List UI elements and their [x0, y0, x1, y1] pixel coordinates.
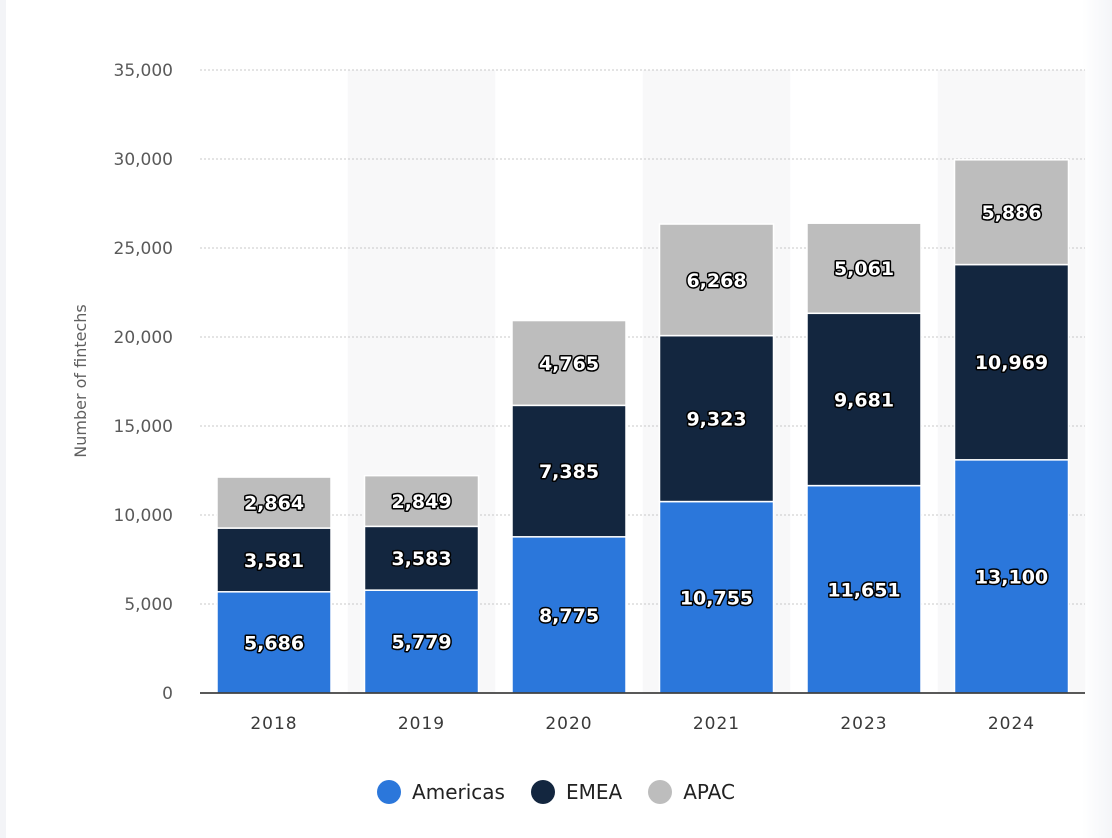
- bar-emea-2023[interactable]: [806, 312, 922, 487]
- data-label-emea-2019: 3,583: [391, 548, 451, 570]
- x-tick-label-2019: 2019: [398, 714, 445, 734]
- bar-apac-2021[interactable]: [658, 223, 775, 337]
- data-label-apac-2023: 5,061: [834, 258, 894, 280]
- legend: Americas EMEA APAC: [0, 780, 1112, 804]
- data-label-emea-2020: 7,385: [539, 461, 599, 483]
- legend-swatch-americas: [377, 780, 402, 804]
- x-tick-label-2023: 2023: [840, 714, 887, 734]
- legend-swatch-apac: [648, 780, 673, 804]
- data-label-apac-2024: 5,886: [981, 202, 1041, 224]
- x-tick-label-2018: 2018: [250, 714, 297, 734]
- y-tick-label-20000: 20,000: [114, 328, 173, 348]
- data-label-emea-2018: 3,581: [244, 550, 304, 572]
- bar-emea-2019[interactable]: [363, 525, 480, 591]
- data-label-americas-2024: 13,100: [975, 566, 1048, 588]
- bar-apac-2018[interactable]: [216, 476, 332, 529]
- bar-emea-2021[interactable]: [658, 334, 775, 503]
- bar-emea-2020[interactable]: [511, 404, 627, 538]
- bar-americas-2021[interactable]: [658, 500, 775, 694]
- x-axis-tick-labels: 2018 2019 2020 2021 2023 2024: [250, 714, 1035, 734]
- y-tick-label-0: 0: [162, 684, 173, 704]
- data-label-emea-2021: 9,323: [686, 409, 746, 431]
- legend-label-americas: Americas: [412, 780, 505, 804]
- data-label-americas-2020: 8,775: [539, 605, 599, 627]
- gridlines: [200, 69, 1085, 605]
- data-label-apac-2020: 4,765: [539, 353, 599, 375]
- bar-apac-2023[interactable]: [806, 222, 922, 315]
- legend-item-americas[interactable]: Americas: [377, 780, 505, 804]
- y-tick-label-30000: 30,000: [114, 150, 173, 170]
- legend-item-apac[interactable]: APAC: [648, 780, 735, 804]
- bar-americas-2019[interactable]: [363, 589, 480, 694]
- bar-apac-2020[interactable]: [511, 319, 627, 407]
- y-axis-title: Number of fintechs: [71, 304, 90, 457]
- y-axis-tick-labels: 0 5,000 10,000 15,000 20,000 25,000 30,000 35,0…: [114, 61, 173, 704]
- left-edge-strip: [0, 0, 6, 838]
- data-labels: 5,686 3,581 2,864 5,779 3,583 2,849 8,775 7,385…: [242, 201, 1049, 656]
- bars: [216, 159, 1070, 694]
- bar-americas-2018[interactable]: [216, 591, 332, 694]
- x-tick-label-2024: 2024: [988, 714, 1035, 734]
- y-tick-label-35000: 35,000: [114, 61, 173, 81]
- data-label-americas-2018: 5,686: [244, 632, 304, 654]
- data-label-apac-2018: 2,864: [244, 493, 304, 515]
- data-label-americas-2019: 5,779: [391, 632, 451, 654]
- data-label-americas-2023: 11,651: [827, 579, 900, 601]
- data-label-apac-2019: 2,849: [391, 491, 451, 513]
- x-tick-label-2021: 2021: [693, 714, 740, 734]
- data-label-americas-2021: 10,755: [680, 587, 753, 609]
- bar-americas-2023[interactable]: [806, 484, 922, 694]
- right-edge-strip: [1082, 0, 1112, 838]
- y-tick-label-5000: 5,000: [124, 595, 173, 615]
- data-label-apac-2021: 6,268: [686, 270, 746, 292]
- legend-label-apac: APAC: [683, 780, 735, 804]
- y-tick-label-15000: 15,000: [114, 417, 173, 437]
- legend-label-emea: EMEA: [565, 780, 623, 804]
- bar-apac-2024[interactable]: [953, 159, 1070, 266]
- stacked-bar-chart: 0 5,000 10,000 15,000 20,000 25,000 30,000 35,0…: [71, 61, 1086, 734]
- bar-apac-2019[interactable]: [363, 474, 480, 528]
- legend-swatch-emea: [530, 780, 555, 804]
- legend-item-emea[interactable]: EMEA: [530, 780, 623, 804]
- data-label-emea-2024: 10,969: [975, 352, 1048, 374]
- x-tick-label-2020: 2020: [545, 714, 592, 734]
- y-tick-label-10000: 10,000: [114, 506, 173, 526]
- data-label-emea-2023: 9,681: [834, 389, 894, 411]
- y-tick-label-25000: 25,000: [114, 239, 173, 259]
- bar-emea-2024[interactable]: [953, 263, 1070, 461]
